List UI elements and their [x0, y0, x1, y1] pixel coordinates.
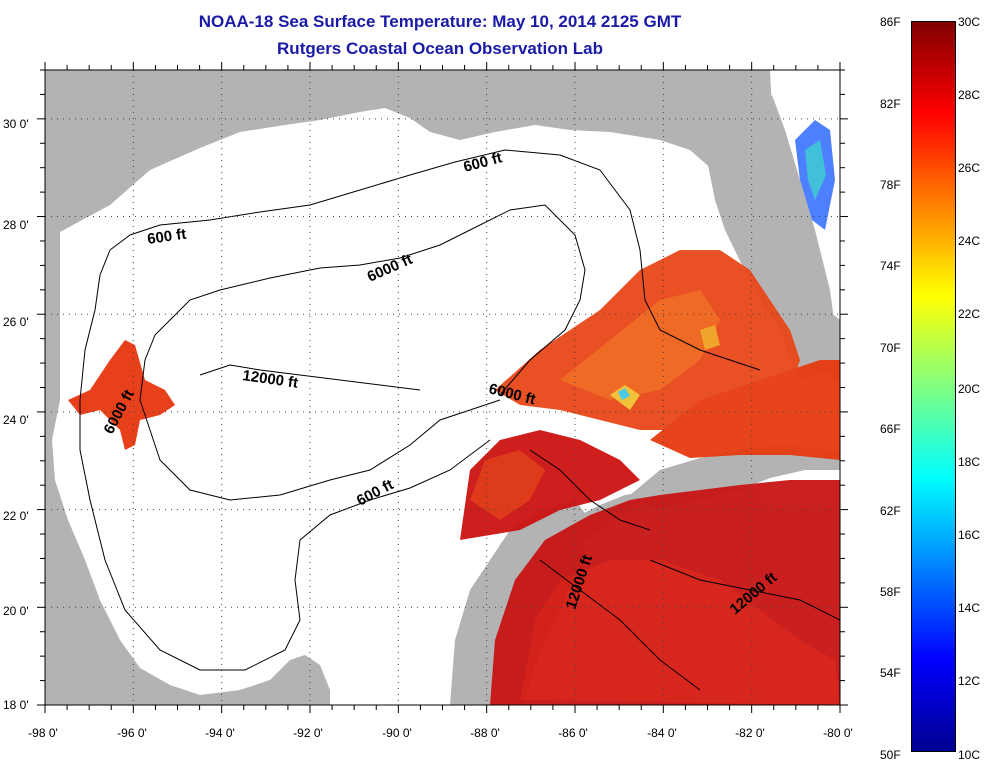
gulf-water [52, 108, 840, 705]
celsius-label: 22C [958, 307, 981, 321]
lon-label: -90 0' [382, 726, 412, 740]
lon-label: -98 0' [28, 726, 58, 740]
celsius-label: 18C [958, 455, 981, 469]
axis-ticks [37, 62, 848, 713]
bathymetry-contours [79, 149, 840, 691]
celsius-label: 28C [958, 88, 981, 102]
florida-land [705, 95, 838, 380]
lat-label: 24 0' [3, 413, 29, 427]
lon-label: -82 0' [735, 726, 765, 740]
fahrenheit-label: 74F [880, 259, 901, 273]
fahrenheit-label: 54F [880, 666, 901, 680]
fahrenheit-label: 70F [880, 341, 901, 355]
fahrenheit-label: 50F [880, 748, 901, 762]
lon-label: -96 0' [117, 726, 147, 740]
fahrenheit-label: 82F [880, 97, 901, 111]
celsius-label: 20C [958, 382, 981, 396]
lon-label: -80 0' [823, 726, 853, 740]
lon-label: -86 0' [558, 726, 588, 740]
fahrenheit-label: 62F [880, 504, 901, 518]
celsius-label: 12C [958, 674, 981, 688]
celsius-label: 30C [958, 15, 981, 29]
sst-data-south [460, 430, 840, 705]
lon-label: -94 0' [205, 726, 235, 740]
temperature-colorbar [911, 21, 956, 752]
chart-title: NOAA-18 Sea Surface Temperature: May 10,… [198, 12, 682, 31]
celsius-label: 16C [958, 528, 981, 542]
lon-label: -92 0' [293, 726, 323, 740]
celsius-label: 26C [958, 161, 981, 175]
lat-label: 30 0' [3, 117, 29, 131]
contour-label: 600 ft [146, 226, 187, 248]
lat-label: 26 0' [3, 315, 29, 329]
lon-label: -88 0' [470, 726, 500, 740]
celsius-label: 14C [958, 601, 981, 615]
lon-label: -84 0' [647, 726, 677, 740]
chart-subtitle: Rutgers Coastal Ocean Observation Lab [277, 39, 603, 58]
fahrenheit-label: 86F [880, 15, 901, 29]
lat-label: 20 0' [3, 604, 29, 618]
grid-lines [45, 70, 840, 705]
fahrenheit-label: 66F [880, 422, 901, 436]
fahrenheit-label: 58F [880, 585, 901, 599]
sst-data-east [495, 250, 840, 460]
sst-data-atlantic [795, 120, 835, 230]
lat-label: 18 0' [3, 698, 29, 712]
lat-label: 22 0' [3, 509, 29, 523]
celsius-label: 24C [958, 234, 981, 248]
lat-label: 28 0' [3, 218, 29, 232]
celsius-label: 10C [958, 748, 981, 762]
fahrenheit-label: 78F [880, 178, 901, 192]
sst-data-west [68, 340, 175, 450]
